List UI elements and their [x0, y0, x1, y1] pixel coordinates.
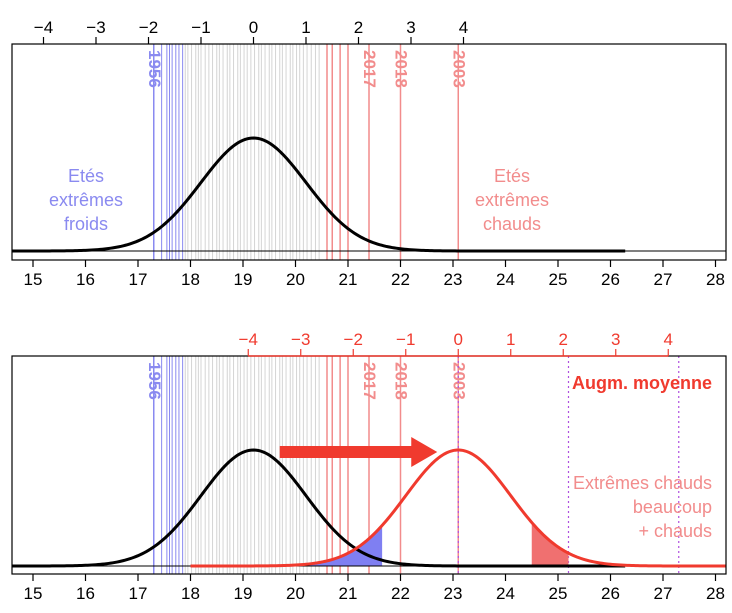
sd-tick-label: 2 — [559, 330, 568, 349]
sd-tick-label: −3 — [291, 330, 310, 349]
x-tick-label: 20 — [286, 584, 305, 603]
x-tick-label: 28 — [706, 270, 725, 289]
shifted-distribution-curve — [190, 448, 726, 568]
x-tick-label: 20 — [286, 270, 305, 289]
sd-tick-label: 4 — [459, 18, 468, 37]
sd-tick-label: 0 — [249, 18, 258, 37]
year-label-2003: 2003 — [449, 50, 468, 88]
cold-extremes-label: froids — [64, 214, 108, 234]
cold-extremes-label: Etés — [68, 166, 104, 186]
sd-tick-label: 2 — [354, 18, 363, 37]
x-tick-label: 16 — [76, 584, 95, 603]
x-tick-label: 15 — [24, 584, 43, 603]
x-tick-label: 27 — [654, 270, 673, 289]
year-label-1956: 1956 — [145, 50, 164, 88]
x-tick-label: 25 — [549, 584, 568, 603]
sd-tick-label: 4 — [664, 330, 673, 349]
cold-extremes-label: extrêmes — [49, 190, 123, 210]
hot-extremes-label: chauds — [483, 214, 541, 234]
hot-extremes-label: Etés — [494, 166, 530, 186]
x-tick-label: 16 — [76, 270, 95, 289]
year-label-1956: 1956 — [145, 362, 164, 400]
sd-tick-label: −3 — [86, 18, 105, 37]
x-tick-label: 25 — [549, 270, 568, 289]
baseline-distribution-curve — [12, 136, 626, 253]
x-tick-label: 19 — [234, 584, 253, 603]
sd-tick-label: 0 — [454, 330, 463, 349]
x-tick-label: 19 — [234, 270, 253, 289]
x-tick-label: 17 — [129, 270, 148, 289]
x-tick-label: 15 — [24, 270, 43, 289]
year-label-2018: 2018 — [392, 362, 411, 400]
hot-extremes-label: extrêmes — [475, 190, 549, 210]
x-tick-label: 24 — [496, 270, 515, 289]
shaded-extreme-area — [190, 525, 383, 566]
sd-tick-label: 1 — [301, 18, 310, 37]
year-label-2018: 2018 — [392, 50, 411, 88]
sd-tick-label: −4 — [239, 330, 258, 349]
sd-tick-label: 1 — [506, 330, 515, 349]
x-tick-label: 18 — [181, 584, 200, 603]
sd-tick-label: −1 — [191, 18, 210, 37]
x-tick-label: 17 — [129, 584, 148, 603]
x-tick-label: 23 — [444, 270, 463, 289]
plot-frame — [11, 43, 727, 261]
sd-tick-label: 3 — [406, 18, 415, 37]
year-label-2003: 2003 — [449, 362, 468, 400]
x-tick-label: 23 — [444, 584, 463, 603]
sd-tick-label: −4 — [34, 18, 53, 37]
mean-shift-title: Augm. moyenne — [572, 373, 712, 393]
x-tick-label: 28 — [706, 584, 725, 603]
hot-extremes-shift-label: beaucoup — [633, 497, 712, 517]
sd-tick-label: 3 — [611, 330, 620, 349]
sd-tick-label: −1 — [396, 330, 415, 349]
baseline-distribution-curve — [12, 448, 626, 568]
x-tick-label: 27 — [654, 584, 673, 603]
sd-tick-label: −2 — [344, 330, 363, 349]
year-label-2017: 2017 — [360, 362, 379, 400]
hot-extremes-shift-label: Extrêmes chauds — [573, 473, 712, 493]
x-tick-label: 21 — [339, 270, 358, 289]
x-tick-label: 24 — [496, 584, 515, 603]
x-tick-label: 22 — [391, 270, 410, 289]
x-tick-label: 26 — [601, 584, 620, 603]
sd-tick-label: −2 — [139, 18, 158, 37]
x-tick-label: 22 — [391, 584, 410, 603]
x-tick-label: 18 — [181, 270, 200, 289]
right-arrow-icon — [279, 437, 438, 467]
hot-extremes-shift-label: + chauds — [638, 521, 712, 541]
x-tick-label: 26 — [601, 270, 620, 289]
year-label-2017: 2017 — [360, 50, 379, 88]
x-tick-label: 21 — [339, 584, 358, 603]
